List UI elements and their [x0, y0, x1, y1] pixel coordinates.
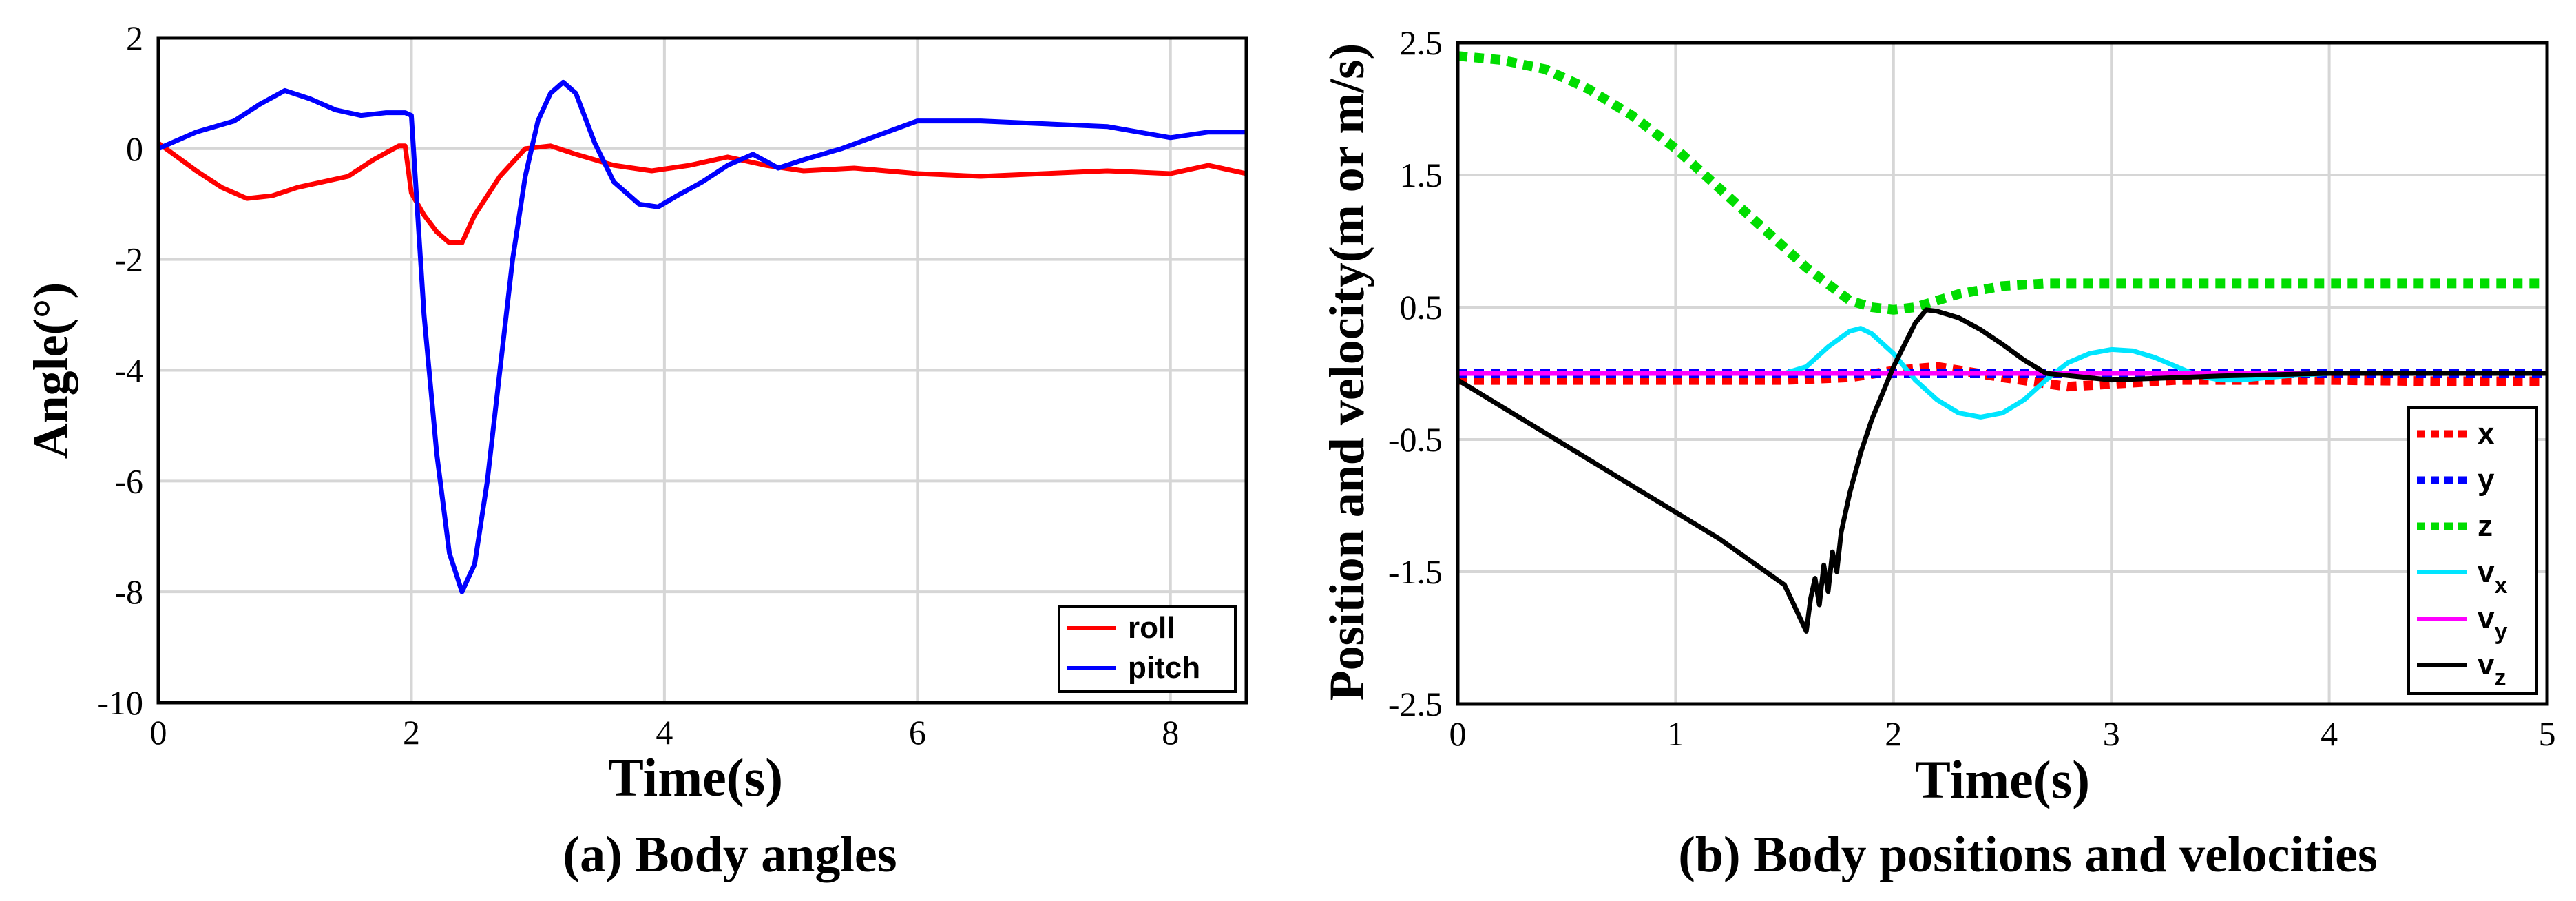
legend-subscript: x	[2494, 572, 2507, 599]
x-tick-label: 5	[2539, 714, 2556, 753]
series-line-pitch	[157, 79, 1246, 594]
caption-a: (a) Body angles	[563, 827, 897, 883]
legend-label: y	[2478, 463, 2495, 497]
series-line-v-z	[1456, 307, 2547, 634]
legend-subscript: y	[2494, 619, 2507, 645]
x-tick-label: 3	[2103, 714, 2120, 753]
legend-subscript: z	[2494, 665, 2506, 691]
tick-labels-a: 0 2 4 6 8 2 0 -2 -4 -6 -8 -10	[97, 19, 1179, 752]
x-tick-label: 4	[2321, 714, 2338, 753]
series-line-z	[1457, 51, 2547, 315]
legend-label: pitch	[1128, 651, 1200, 685]
x-tick-label: 0	[150, 713, 167, 752]
y-tick-label: 1.5	[1400, 156, 1443, 194]
y-tick-label: -2	[114, 240, 143, 279]
legend-box-a	[1058, 605, 1237, 693]
series-line-x	[1458, 362, 2547, 392]
legend-label: roll	[1128, 611, 1175, 645]
x-tick-label: 8	[1162, 713, 1179, 752]
y-tick-label: 2.5	[1400, 23, 1443, 62]
x-tick-label: 6	[909, 713, 926, 752]
y-tick-label: -10	[97, 683, 143, 722]
gridlines-a	[158, 38, 1246, 703]
x-tick-label: 2	[1885, 714, 1902, 753]
y-tick-label: -6	[114, 462, 143, 500]
y-tick-label: -1.5	[1388, 552, 1443, 591]
legend-label: x	[2478, 417, 2495, 450]
axes-frame-a	[156, 36, 1248, 705]
y-tick-label: 0.5	[1400, 288, 1443, 327]
legend-box-b	[2407, 406, 2538, 695]
y-tick-label: -0.5	[1388, 420, 1443, 459]
x-axis-label-b: Time(s)	[1915, 749, 2090, 809]
legend-a: roll pitch	[1058, 605, 1237, 693]
series-line-v-x	[1458, 326, 2547, 420]
x-tick-label: 2	[403, 713, 420, 752]
y-axis-label-b: Position and velocity(m or m/s)	[1319, 43, 1374, 701]
chart-positions-velocities: 0 1 2 3 4 5 2.5 1.5 0.5 -0.5 -1.5 -2.5 Time(s) Posi…	[1319, 23, 2556, 883]
y-axis-label-a: Angle(°)	[23, 282, 78, 459]
tick-labels-b: 0 1 2 3 4 5 2.5 1.5 0.5 -0.5 -1.5 -2.5	[1388, 23, 2556, 753]
legend-label: z	[2478, 509, 2493, 543]
y-tick-label: -8	[114, 572, 143, 611]
chart-body-angles: 0 2 4 6 8 2 0 -2 -4 -6 -8 -10 Time(s) Angle(°) (a) …	[23, 19, 1248, 883]
y-tick-label: 2	[126, 19, 143, 57]
y-tick-label: -2.5	[1388, 685, 1443, 723]
y-tick-label: 0	[126, 130, 143, 168]
series-group-a	[156, 79, 1247, 594]
y-tick-label: -4	[114, 351, 143, 390]
series-group-b	[1456, 51, 2547, 634]
x-tick-label: 0	[1449, 714, 1467, 753]
x-axis-label-a: Time(s)	[608, 747, 783, 807]
caption-b: (b) Body positions and velocities	[1678, 827, 2378, 883]
x-tick-label: 1	[1667, 714, 1684, 753]
series-line-roll	[156, 141, 1247, 245]
x-tick-label: 4	[656, 713, 673, 752]
axes-frame-b	[1456, 41, 2549, 706]
